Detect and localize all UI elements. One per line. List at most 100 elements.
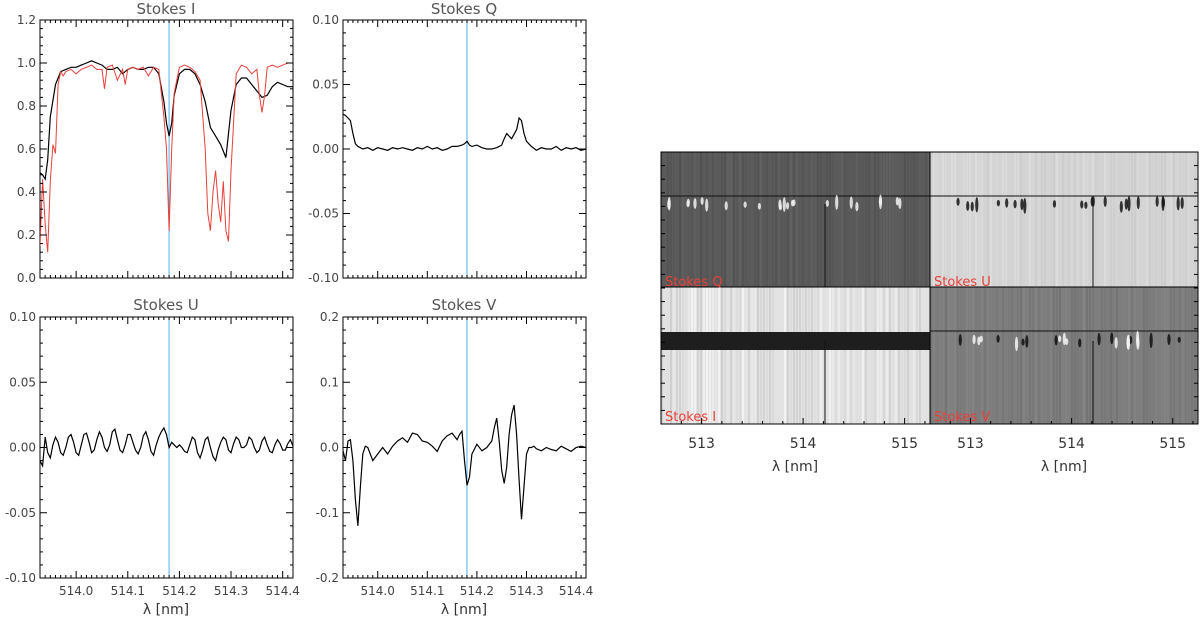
- spectral-spot: [693, 198, 697, 209]
- spectral-spot: [1124, 198, 1128, 210]
- column-stripe: [1191, 152, 1193, 287]
- column-stripe: [1179, 152, 1181, 287]
- series-line-reference: [40, 62, 293, 253]
- column-stripe: [718, 152, 720, 287]
- column-stripe: [835, 152, 837, 287]
- column-stripe: [960, 152, 962, 287]
- column-stripe: [963, 287, 965, 424]
- column-stripe: [781, 152, 783, 287]
- spectral-spot: [782, 197, 786, 212]
- column-stripe: [1050, 152, 1052, 287]
- column-stripe: [1056, 287, 1058, 424]
- column-stripe: [1128, 287, 1130, 424]
- column-stripe: [1008, 287, 1010, 424]
- column-stripe: [1134, 287, 1136, 424]
- spectral-spot: [1013, 199, 1017, 209]
- column-stripe: [697, 287, 699, 424]
- column-stripe: [1017, 152, 1019, 287]
- column-stripe: [814, 287, 816, 424]
- column-stripe: [1002, 287, 1004, 424]
- spectral-spot: [1126, 334, 1131, 350]
- column-stripe: [823, 152, 825, 287]
- column-stripe: [1068, 287, 1070, 424]
- spectral-spot: [1119, 200, 1123, 213]
- column-stripe: [1113, 287, 1115, 424]
- y-tick-label: 0.8: [17, 99, 36, 113]
- column-stripe: [679, 152, 681, 287]
- column-stripe: [766, 287, 768, 424]
- spectral-spot: [1127, 196, 1131, 212]
- spectral-spot: [996, 199, 1000, 207]
- column-stripe: [1170, 287, 1172, 424]
- column-stripe: [679, 287, 681, 424]
- y-tick-label: 0.05: [9, 375, 36, 389]
- column-stripe: [1176, 152, 1178, 287]
- column-stripe: [954, 152, 956, 287]
- column-stripe: [754, 152, 756, 287]
- column-stripe: [802, 152, 804, 287]
- y-tick-label: 0.6: [17, 142, 36, 156]
- column-stripe: [868, 287, 870, 424]
- column-stripe: [1113, 152, 1115, 287]
- column-stripe: [817, 152, 819, 287]
- series-line-observed: [40, 426, 293, 468]
- column-stripe: [948, 287, 950, 424]
- column-stripe: [1065, 287, 1067, 424]
- column-stripe: [922, 287, 924, 424]
- column-stripe: [1014, 287, 1016, 424]
- column-stripe: [841, 152, 843, 287]
- column-stripe: [1056, 152, 1058, 287]
- column-stripe: [838, 287, 840, 424]
- panel-label-stokes-q: Stokes Q: [665, 275, 723, 290]
- column-stripe: [793, 152, 795, 287]
- column-stripe: [829, 287, 831, 424]
- column-stripe: [766, 152, 768, 287]
- column-stripe: [1032, 287, 1034, 424]
- spectral-spot: [686, 198, 690, 206]
- column-stripe: [673, 152, 675, 287]
- y-tick-label: 1.0: [17, 56, 36, 70]
- column-stripe: [1044, 287, 1046, 424]
- column-stripe: [999, 287, 1001, 424]
- column-stripe: [904, 287, 906, 424]
- column-stripe: [1149, 152, 1151, 287]
- column-stripe: [856, 287, 858, 424]
- x-tick-label: 514.1: [410, 584, 444, 598]
- column-stripe: [895, 152, 897, 287]
- column-stripe: [805, 152, 807, 287]
- spectral-spot: [895, 196, 899, 206]
- column-stripe: [823, 287, 825, 424]
- column-stripe: [1026, 287, 1028, 424]
- spectral-spot: [700, 197, 704, 205]
- x-tick-label: 514.4: [265, 584, 299, 598]
- y-tick-label: 0.10: [9, 310, 36, 324]
- column-stripe: [736, 152, 738, 287]
- dark-band: [661, 332, 930, 350]
- spectral-spot: [743, 201, 747, 208]
- column-stripe: [883, 152, 885, 287]
- spectral-spot: [1114, 337, 1118, 349]
- column-stripe: [847, 287, 849, 424]
- column-stripe: [1161, 152, 1163, 287]
- column-stripe: [901, 287, 903, 424]
- spectral-spot: [1080, 200, 1084, 209]
- column-stripe: [859, 287, 861, 424]
- column-stripe: [700, 287, 702, 424]
- spectral-spot: [1014, 336, 1019, 352]
- y-tick-label: -0.10: [5, 571, 36, 585]
- column-stripe: [715, 152, 717, 287]
- column-stripe: [841, 287, 843, 424]
- column-stripe: [787, 287, 789, 424]
- column-stripe: [739, 287, 741, 424]
- column-stripe: [676, 152, 678, 287]
- spectral-spot: [958, 334, 962, 346]
- panel-label-stokes-v: Stokes V: [934, 410, 990, 425]
- column-stripe: [1032, 152, 1034, 287]
- column-stripe: [835, 287, 837, 424]
- column-stripe: [901, 152, 903, 287]
- column-stripe: [739, 152, 741, 287]
- column-stripe: [697, 152, 699, 287]
- column-stripe: [784, 287, 786, 424]
- ticks-layer: -0.10 -0.05 0.00 0.05 0.10 514.0 514.1 514.2 514…: [5, 310, 300, 598]
